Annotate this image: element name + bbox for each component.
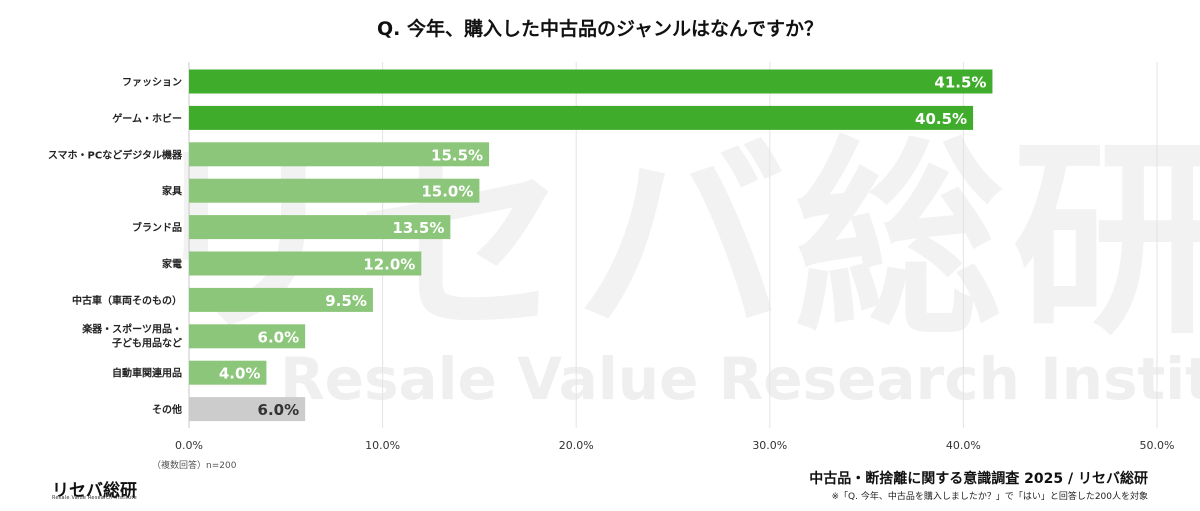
bar [189, 142, 490, 167]
respondent-note: （複数回答）n=200 [152, 461, 237, 471]
category-label-line: 楽器・スポーツ用品・ [81, 322, 182, 335]
category-label: ファッション [122, 77, 182, 89]
x-tick-label: 30.0% [752, 439, 787, 452]
bar-value-label: 15.5% [431, 146, 483, 164]
bar-value-label: 4.0% [219, 365, 261, 383]
category-label: 自動車関連用品 [112, 367, 182, 380]
category-label: 家具 [162, 185, 182, 198]
bar-value-label: 41.5% [934, 74, 986, 92]
bar [189, 69, 993, 94]
bar [189, 251, 422, 276]
bar-value-label: 13.5% [392, 219, 444, 237]
x-tick-label: 10.0% [365, 439, 400, 452]
bar-value-label: 6.0% [258, 401, 300, 419]
chart-title: Q. 今年、購入した中古品のジャンルはなんですか？ [376, 18, 824, 40]
brand-logo: リセバ総研 [52, 481, 137, 501]
category-label: 家電 [162, 258, 182, 271]
x-tick-label: 20.0% [559, 439, 594, 452]
x-tick-label: 0.0% [175, 439, 203, 452]
bar [189, 324, 306, 349]
footnote: ※「Q. 今年、中古品を購入しましたか？」で「はい」と回答した200人を対象 [831, 492, 1148, 502]
x-tick-label: 40.0% [946, 439, 981, 452]
category-label: スマホ・PCなどデジタル機器 [48, 148, 183, 161]
bar [189, 287, 373, 312]
category-label: 楽器・スポーツ用品・子ども用品など [81, 322, 182, 349]
bar [189, 215, 451, 240]
bar [189, 360, 267, 385]
category-label: その他 [152, 403, 182, 416]
survey-source: 中古品・断捨離に関する意識調査 2025 / リセバ総研 [809, 471, 1148, 487]
category-label: 中古車（車両そのもの） [72, 294, 182, 307]
bar [189, 397, 306, 422]
bar [189, 105, 974, 130]
bar-value-label: 6.0% [258, 328, 300, 346]
bar-value-label: 12.0% [363, 256, 415, 274]
bar-value-label: 15.0% [421, 183, 473, 201]
category-label-line: 子ども用品など [112, 336, 182, 349]
bar [189, 178, 480, 203]
bar-value-label: 40.5% [915, 110, 967, 128]
category-label: ゲーム・ホビー [112, 112, 182, 125]
brand-logo-subtitle: Resale Value Research Institute [52, 495, 137, 501]
x-tick-label: 50.0% [1140, 439, 1175, 452]
category-label: ブランド品 [132, 221, 182, 234]
bar-value-label: 9.5% [325, 292, 367, 310]
